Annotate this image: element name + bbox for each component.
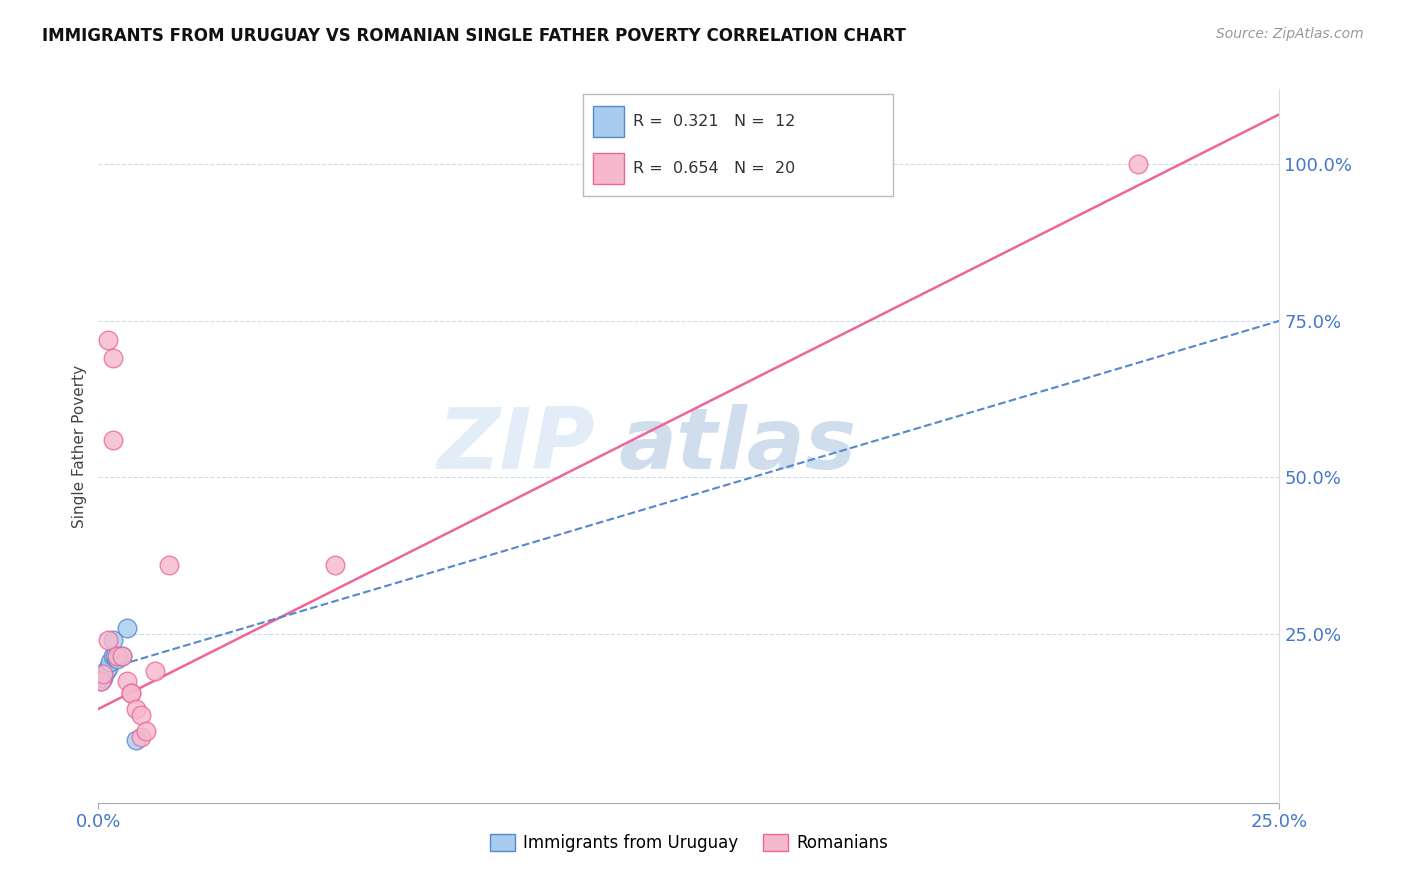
Point [125, 702, 148, 716]
Point [121, 686, 143, 700]
FancyBboxPatch shape [593, 153, 624, 184]
Point [97, 633, 120, 648]
Point [101, 633, 124, 648]
Point [725, 157, 748, 171]
Point [105, 648, 128, 663]
Point [97, 661, 120, 675]
Point [115, 621, 138, 635]
Point [97, 333, 120, 347]
Text: R =  0.654   N =  20: R = 0.654 N = 20 [633, 161, 796, 176]
FancyBboxPatch shape [583, 94, 893, 196]
Point [101, 433, 124, 447]
Point [143, 665, 166, 679]
Point [101, 648, 124, 663]
Point [90, 673, 112, 688]
Text: ZIP: ZIP [437, 404, 595, 488]
Point [125, 733, 148, 747]
Point [101, 351, 124, 366]
Point [104, 648, 127, 663]
Point [129, 708, 152, 723]
Point [98, 655, 121, 669]
Point [90, 673, 112, 688]
Text: atlas: atlas [619, 404, 856, 488]
Text: IMMIGRANTS FROM URUGUAY VS ROMANIAN SINGLE FATHER POVERTY CORRELATION CHART: IMMIGRANTS FROM URUGUAY VS ROMANIAN SING… [42, 27, 905, 45]
Point [111, 648, 134, 663]
Point [121, 686, 143, 700]
Point [94, 665, 117, 679]
Point [105, 652, 128, 666]
Point [157, 558, 180, 572]
Point [323, 558, 346, 572]
Point [91, 671, 114, 685]
Legend: Immigrants from Uruguay, Romanians: Immigrants from Uruguay, Romanians [482, 827, 896, 859]
Point [111, 648, 134, 663]
Text: Source: ZipAtlas.com: Source: ZipAtlas.com [1216, 27, 1364, 41]
Point [129, 730, 152, 744]
Y-axis label: Single Father Poverty: Single Father Poverty [72, 365, 87, 527]
Point [1126, 157, 1149, 171]
FancyBboxPatch shape [593, 106, 624, 136]
Point [91, 667, 114, 681]
Point [115, 673, 138, 688]
Text: R =  0.321   N =  12: R = 0.321 N = 12 [633, 114, 796, 128]
Point [135, 723, 157, 738]
